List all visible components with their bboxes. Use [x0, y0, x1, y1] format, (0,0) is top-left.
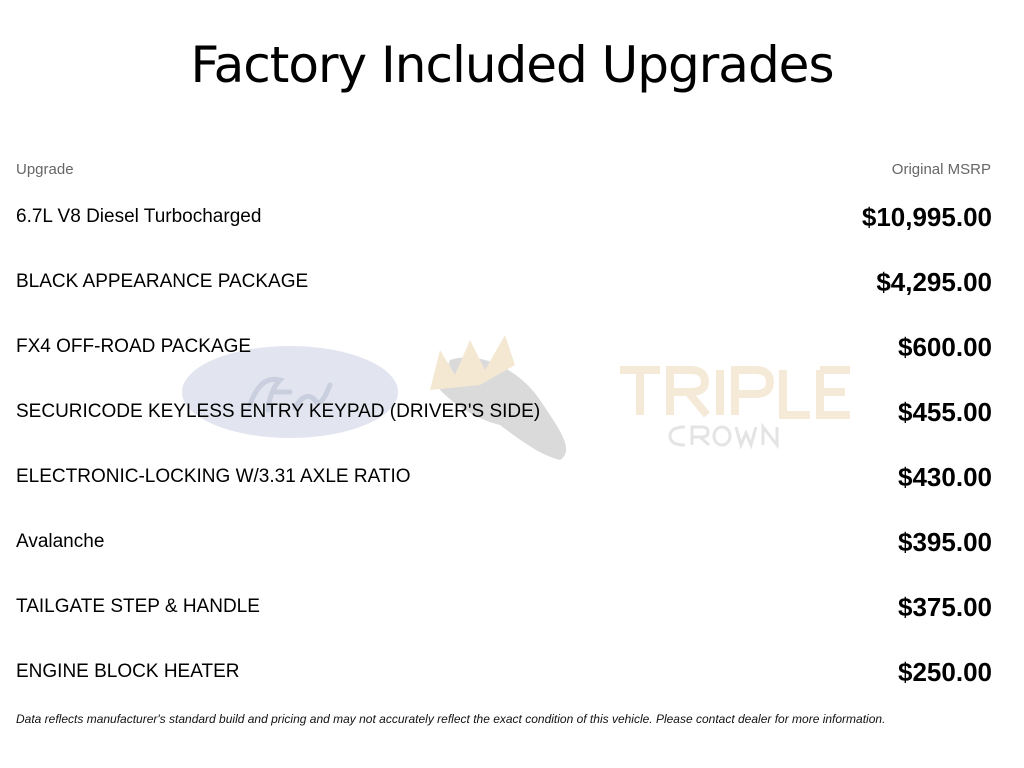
upgrade-name: SECURICODE KEYLESS ENTRY KEYPAD (DRIVER'…	[16, 401, 541, 422]
crown-logo	[430, 335, 515, 390]
upgrade-name: FX4 OFF-ROAD PACKAGE	[16, 336, 252, 357]
disclaimer: Data reflects manufacturer's standard bu…	[16, 712, 886, 726]
dealer-logo-watermark	[182, 335, 850, 460]
column-header-msrp: Original MSRP	[891, 161, 991, 178]
upgrade-name: ENGINE BLOCK HEATER	[16, 661, 240, 682]
upgrade-row: 6.7L V8 Diesel Turbocharged $10,995.00	[16, 197, 992, 237]
upgrade-price: $4,295.00	[876, 266, 992, 297]
upgrade-price: $600.00	[898, 331, 992, 362]
upgrade-name: ELECTRONIC-LOCKING W/3.31 AXLE RATIO	[16, 466, 411, 487]
upgrade-name: TAILGATE STEP & HANDLE	[16, 596, 260, 617]
upgrade-price: $455.00	[898, 396, 992, 427]
crown-lettering-mark	[668, 422, 779, 450]
ford-script-mark	[247, 376, 333, 413]
upgrade-row: Avalanche $395.00	[16, 522, 992, 562]
triple-lettering-mark	[620, 366, 850, 419]
upgrade-price: $10,995.00	[861, 201, 992, 232]
upgrade-row: FX4 OFF-ROAD PACKAGE $600.00	[16, 327, 992, 367]
upgrade-name: Avalanche	[16, 531, 105, 552]
upgrade-row: ELECTRONIC-LOCKING W/3.31 AXLE RATIO $430…	[16, 457, 992, 497]
upgrade-price: $430.00	[898, 461, 992, 492]
upgrade-name: 6.7L V8 Diesel Turbocharged	[16, 206, 262, 227]
upgrade-price: $375.00	[898, 591, 992, 622]
upgrade-row: ENGINE BLOCK HEATER $250.00	[16, 652, 992, 692]
column-header-upgrade: Upgrade	[16, 161, 74, 178]
page-title: Factory Included Upgrades	[190, 36, 835, 94]
upgrade-price: $250.00	[898, 656, 992, 687]
upgrade-name: BLACK APPEARANCE PACKAGE	[16, 271, 309, 292]
upgrade-price: $395.00	[898, 526, 992, 557]
upgrade-row: BLACK APPEARANCE PACKAGE $4,295.00	[16, 262, 992, 302]
upgrade-row: SECURICODE KEYLESS ENTRY KEYPAD (DRIVER'…	[16, 392, 992, 432]
upgrade-row: TAILGATE STEP & HANDLE $375.00	[16, 587, 992, 627]
